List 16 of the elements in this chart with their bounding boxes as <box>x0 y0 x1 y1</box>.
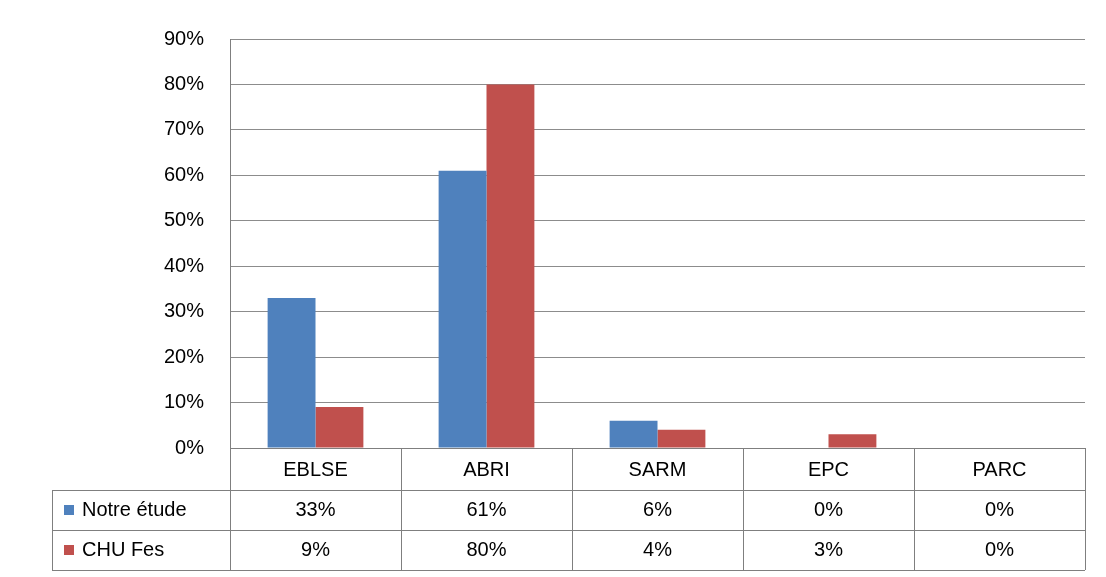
bar <box>315 407 364 448</box>
y-tick-label: 70% <box>163 117 205 140</box>
bar <box>486 84 535 448</box>
y-tick-label: 80% <box>163 71 205 94</box>
y-tick-label: 90% <box>163 26 205 49</box>
y-tick-label: 20% <box>163 344 205 367</box>
bar <box>267 298 316 448</box>
y-tick-label: 50% <box>163 208 205 231</box>
y-tick-label: 60% <box>163 162 205 185</box>
bar <box>438 170 487 448</box>
bar <box>657 429 706 448</box>
y-tick-label: 30% <box>163 299 205 322</box>
bar <box>828 434 877 448</box>
bar <box>609 420 658 448</box>
y-tick-label: 40% <box>163 253 205 276</box>
y-tick-label: 10% <box>163 390 205 413</box>
